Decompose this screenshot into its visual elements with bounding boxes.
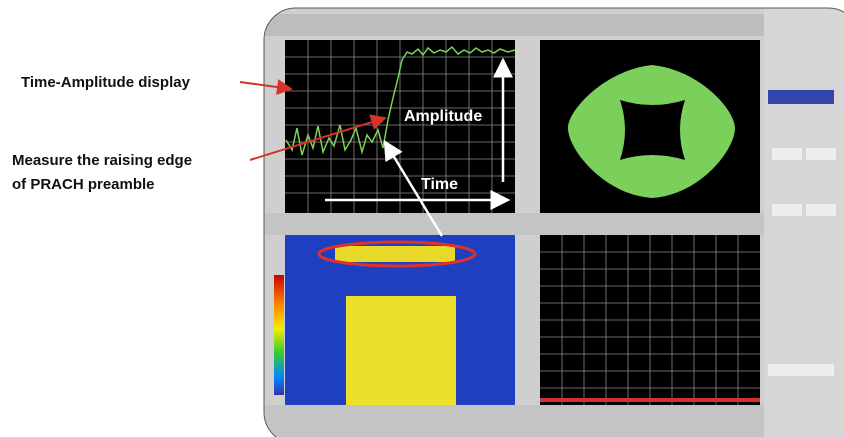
screen: Amplitude Time [262,6,844,437]
page: Amplitude Time Time-Amplitude display Me… [0,0,844,437]
time-amplitude-callout: Time-Amplitude display [21,74,191,91]
amplitude-label: Amplitude [404,108,482,125]
annotated-screenshot: Amplitude Time Time-Amplitude display Me… [0,0,844,437]
measure-callout-line1: Measure the raising edge [12,152,192,169]
measure-callout-line2: of PRACH preamble [12,176,155,193]
time-label: Time [421,176,458,193]
